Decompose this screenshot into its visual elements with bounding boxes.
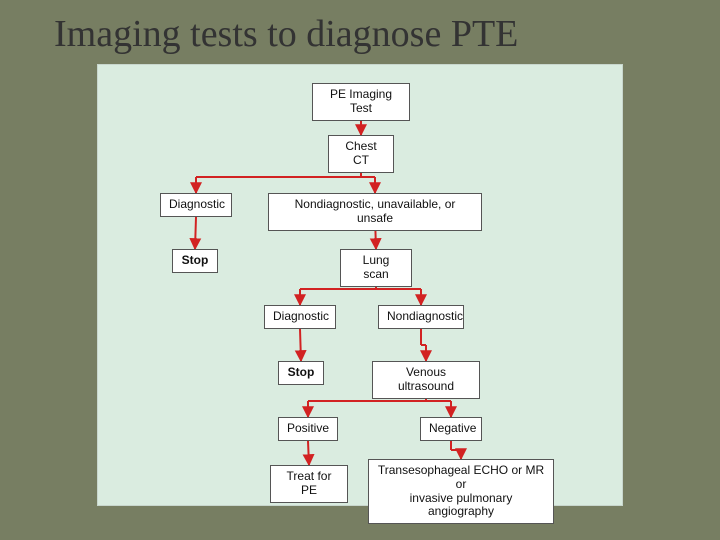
flow-node-diag2: Diagnostic	[264, 305, 336, 329]
flow-node-venous: Venous ultrasound	[372, 361, 480, 399]
flow-node-ct: Chest CT	[328, 135, 394, 173]
flow-node-lung: Lung scan	[340, 249, 412, 287]
flow-node-nondiag1: Nondiagnostic, unavailable, or unsafe	[268, 193, 482, 231]
flow-node-transeso: Transesophageal ECHO or MR or invasive p…	[368, 459, 554, 524]
flow-node-nondiag2: Nondiagnostic	[378, 305, 464, 329]
flow-node-root: PE Imaging Test	[312, 83, 410, 121]
page-title: Imaging tests to diagnose PTE	[0, 0, 720, 64]
flow-node-negative: Negative	[420, 417, 482, 441]
flow-node-positive: Positive	[278, 417, 338, 441]
flow-node-stop2: Stop	[278, 361, 324, 385]
flowchart-canvas: PE Imaging Test Chest CT Diagnostic Nondiag…	[97, 64, 623, 506]
flow-node-stop1: Stop	[172, 249, 218, 273]
flow-node-treat: Treat for PE	[270, 465, 348, 503]
flow-node-diag1: Diagnostic	[160, 193, 232, 217]
